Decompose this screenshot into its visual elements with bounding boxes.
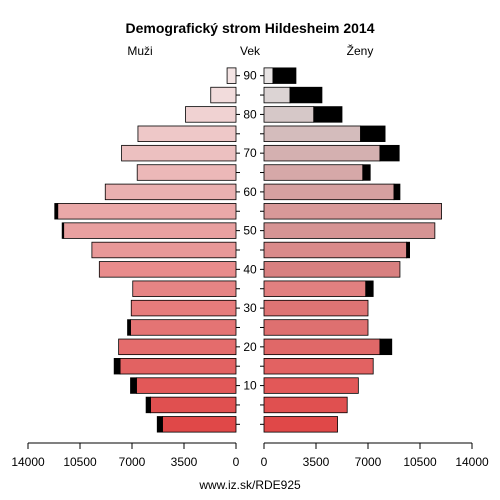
male-x-tick-label: 0: [233, 455, 240, 469]
male-bar-20-24: [118, 338, 237, 356]
age-label-10: 10: [243, 379, 257, 393]
male-excess-bar-5-9: [145, 396, 151, 414]
female-bar-85-89: [263, 86, 291, 104]
female-bar-20-24: [263, 338, 381, 356]
male-side-label: Muži: [127, 44, 152, 58]
female-bar-55-59: [263, 203, 442, 220]
male-excess-bar-10-14: [130, 377, 137, 394]
male-bar-40-44: [98, 261, 237, 278]
footer-source[interactable]: www.iz.sk/RDE925: [198, 478, 301, 492]
age-label-30: 30: [243, 301, 257, 315]
male-bar-50-54: [63, 222, 237, 239]
female-excess-bar-20-24: [379, 338, 393, 356]
female-excess-bar-90+: [272, 67, 297, 84]
female-bar-80-84: [263, 106, 315, 123]
male-x-tick-label: 10500: [63, 455, 97, 469]
female-x-tick-label: 14000: [455, 455, 489, 469]
female-excess-bar-35-39: [365, 280, 374, 297]
female-side-label: Ženy: [347, 43, 374, 58]
female-bar-90+: [263, 67, 274, 84]
female-excess-bar-60-64: [393, 183, 401, 201]
age-axis-label: Vek: [240, 44, 261, 58]
male-bar-35-39: [132, 280, 237, 297]
female-bar-65-69: [263, 164, 364, 181]
male-bar-45-49: [91, 241, 237, 259]
male-bar-90+: [226, 67, 237, 84]
female-bar-50-54: [263, 222, 436, 239]
male-excess-bar-50-54: [61, 222, 65, 239]
male-bar-15-19: [119, 358, 237, 375]
age-label-90: 90: [243, 69, 257, 83]
male-excess-bar-25-29: [127, 319, 131, 336]
age-axis: 10 20 30 40 50 60 70 80 90: [236, 69, 264, 425]
female-bar-70-74: [263, 144, 381, 162]
female-excess-bar-70-74: [379, 144, 400, 162]
x-axis: 14000 10500 7000 3500 0 0 3500 7000 10500 14000: [11, 442, 489, 469]
female-bar-0-4: [263, 416, 338, 433]
male-x-tick-label: 14000: [11, 455, 45, 469]
age-label-60: 60: [243, 185, 257, 199]
female-excess-bar-45-49: [406, 241, 410, 259]
female-bar-60-64: [263, 183, 395, 201]
female-x-tick-label: 10500: [403, 455, 437, 469]
age-label-50: 50: [243, 224, 257, 238]
male-bar-30-34: [130, 299, 237, 317]
chart-title: Demografický strom Hildesheim 2014: [126, 20, 375, 36]
male-excess-bar-15-19: [113, 358, 121, 375]
male-bar-60-64: [104, 183, 237, 201]
male-bar-0-4: [162, 416, 237, 433]
bars-group: [54, 67, 442, 433]
male-bar-5-9: [150, 396, 237, 414]
male-bar-80-84: [185, 106, 237, 123]
male-bar-10-14: [136, 377, 237, 394]
male-bar-55-59: [57, 203, 237, 220]
female-x-tick-label: 0: [261, 455, 268, 469]
female-bar-5-9: [263, 396, 348, 414]
age-label-80: 80: [243, 107, 257, 121]
age-label-20: 20: [243, 340, 257, 354]
male-x-tick-label: 7000: [119, 455, 146, 469]
male-excess-bar-55-59: [54, 203, 59, 220]
female-bar-35-39: [263, 280, 367, 297]
female-excess-bar-65-69: [362, 164, 371, 181]
female-excess-bar-80-84: [313, 106, 343, 123]
female-bar-30-34: [263, 299, 369, 317]
female-bar-10-14: [263, 377, 359, 394]
male-excess-bar-0-4: [156, 416, 163, 433]
female-bar-45-49: [263, 241, 408, 259]
female-bar-15-19: [263, 358, 374, 375]
female-bar-40-44: [263, 261, 401, 278]
female-excess-bar-85-89: [289, 86, 323, 104]
female-x-tick-label: 3500: [303, 455, 330, 469]
female-x-tick-label: 7000: [355, 455, 382, 469]
male-bar-65-69: [136, 164, 237, 181]
male-bar-25-29: [130, 319, 237, 336]
male-bar-70-74: [121, 144, 237, 162]
age-label-70: 70: [243, 146, 257, 160]
male-bar-75-79: [137, 125, 237, 142]
female-excess-bar-75-79: [360, 125, 386, 142]
female-bar-75-79: [263, 125, 361, 142]
female-bar-25-29: [263, 319, 369, 336]
male-x-tick-label: 3500: [171, 455, 198, 469]
age-label-40: 40: [243, 262, 257, 276]
male-bar-85-89: [210, 86, 237, 104]
